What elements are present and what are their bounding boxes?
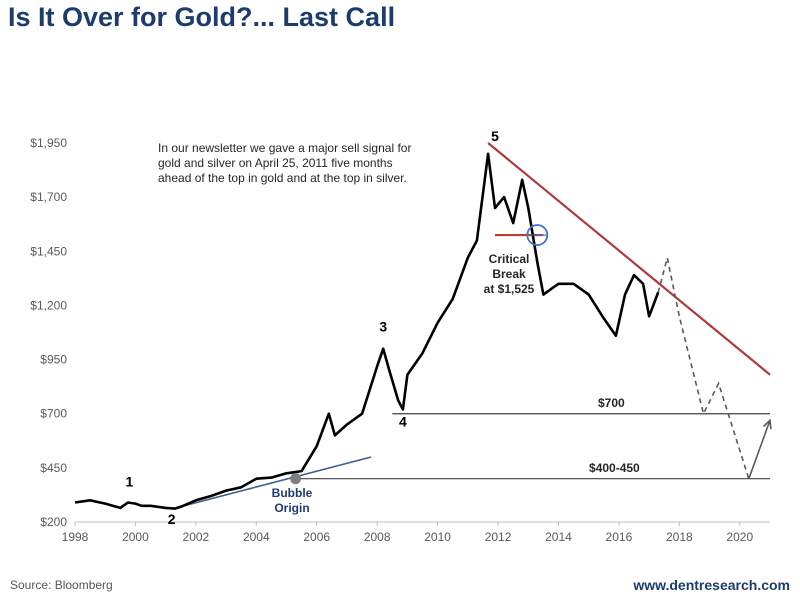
x-tick-label: 2014 — [545, 530, 572, 544]
x-tick-label: 2004 — [243, 530, 270, 544]
chart-series — [74, 152, 772, 510]
source-note: Source: Bloomberg — [10, 578, 113, 592]
x-tick-label: 2018 — [666, 530, 693, 544]
arrow-head — [763, 418, 772, 430]
chart-axes: 1998 2000 2002 2004 2006 2008 2010 2012 2014 2016… — [30, 136, 770, 544]
y-tick-label: $1,950 — [30, 136, 67, 150]
wave-label: 5 — [491, 128, 499, 144]
chart-lines — [171, 142, 771, 510]
wave-label: 4 — [399, 414, 407, 430]
forecast-path — [657, 257, 750, 479]
y-tick-label: $200 — [40, 515, 67, 529]
x-tick-label: 1998 — [62, 530, 89, 544]
newsletter-note-line: ahead of the top in gold and at the top … — [158, 171, 407, 185]
wave-label: 1 — [125, 473, 133, 489]
level-label: $400-450 — [589, 461, 640, 475]
x-tick-label: 2012 — [485, 530, 512, 544]
critical-break-label: at $1,525 — [484, 282, 535, 296]
critical-break-label: Break — [492, 267, 526, 281]
x-tick-label: 2000 — [122, 530, 149, 544]
y-tick-label: $700 — [40, 407, 67, 421]
website-link[interactable]: www.dentresearch.com — [633, 577, 790, 593]
gold-price-series — [74, 152, 660, 510]
wave-label: 3 — [379, 318, 387, 334]
x-tick-label: 2016 — [606, 530, 633, 544]
x-tick-label: 2010 — [424, 530, 451, 544]
y-tick-label: $450 — [40, 461, 67, 475]
newsletter-note-line: gold and silver on April 25, 2011 five m… — [158, 156, 393, 170]
y-tick-label: $950 — [40, 353, 67, 367]
chart-annotations: In our newsletter we gave a major sell s… — [125, 128, 640, 527]
y-tick-label: $1,700 — [30, 190, 67, 204]
bubble-origin-label: Origin — [274, 501, 309, 515]
forecast-rebound-arrow — [748, 419, 771, 479]
x-tick-label: 2006 — [303, 530, 330, 544]
x-tick-label: 2020 — [726, 530, 753, 544]
bubble-origin-label: Bubble — [272, 486, 313, 500]
newsletter-note-line: In our newsletter we gave a major sell s… — [158, 141, 411, 155]
y-tick-label: $1,450 — [30, 244, 67, 258]
x-tick-label: 2008 — [364, 530, 391, 544]
wave-label: 2 — [168, 511, 176, 527]
level-label: $700 — [598, 396, 625, 410]
critical-break-label: Critical — [489, 252, 530, 266]
resistance-trendline — [487, 142, 771, 376]
bubble-origin-point — [290, 473, 302, 485]
y-tick-label: $1,200 — [30, 298, 67, 312]
x-tick-label: 2002 — [183, 530, 210, 544]
chart-title: Is It Over for Gold?... Last Call — [8, 2, 396, 32]
support-trendline — [171, 456, 372, 510]
